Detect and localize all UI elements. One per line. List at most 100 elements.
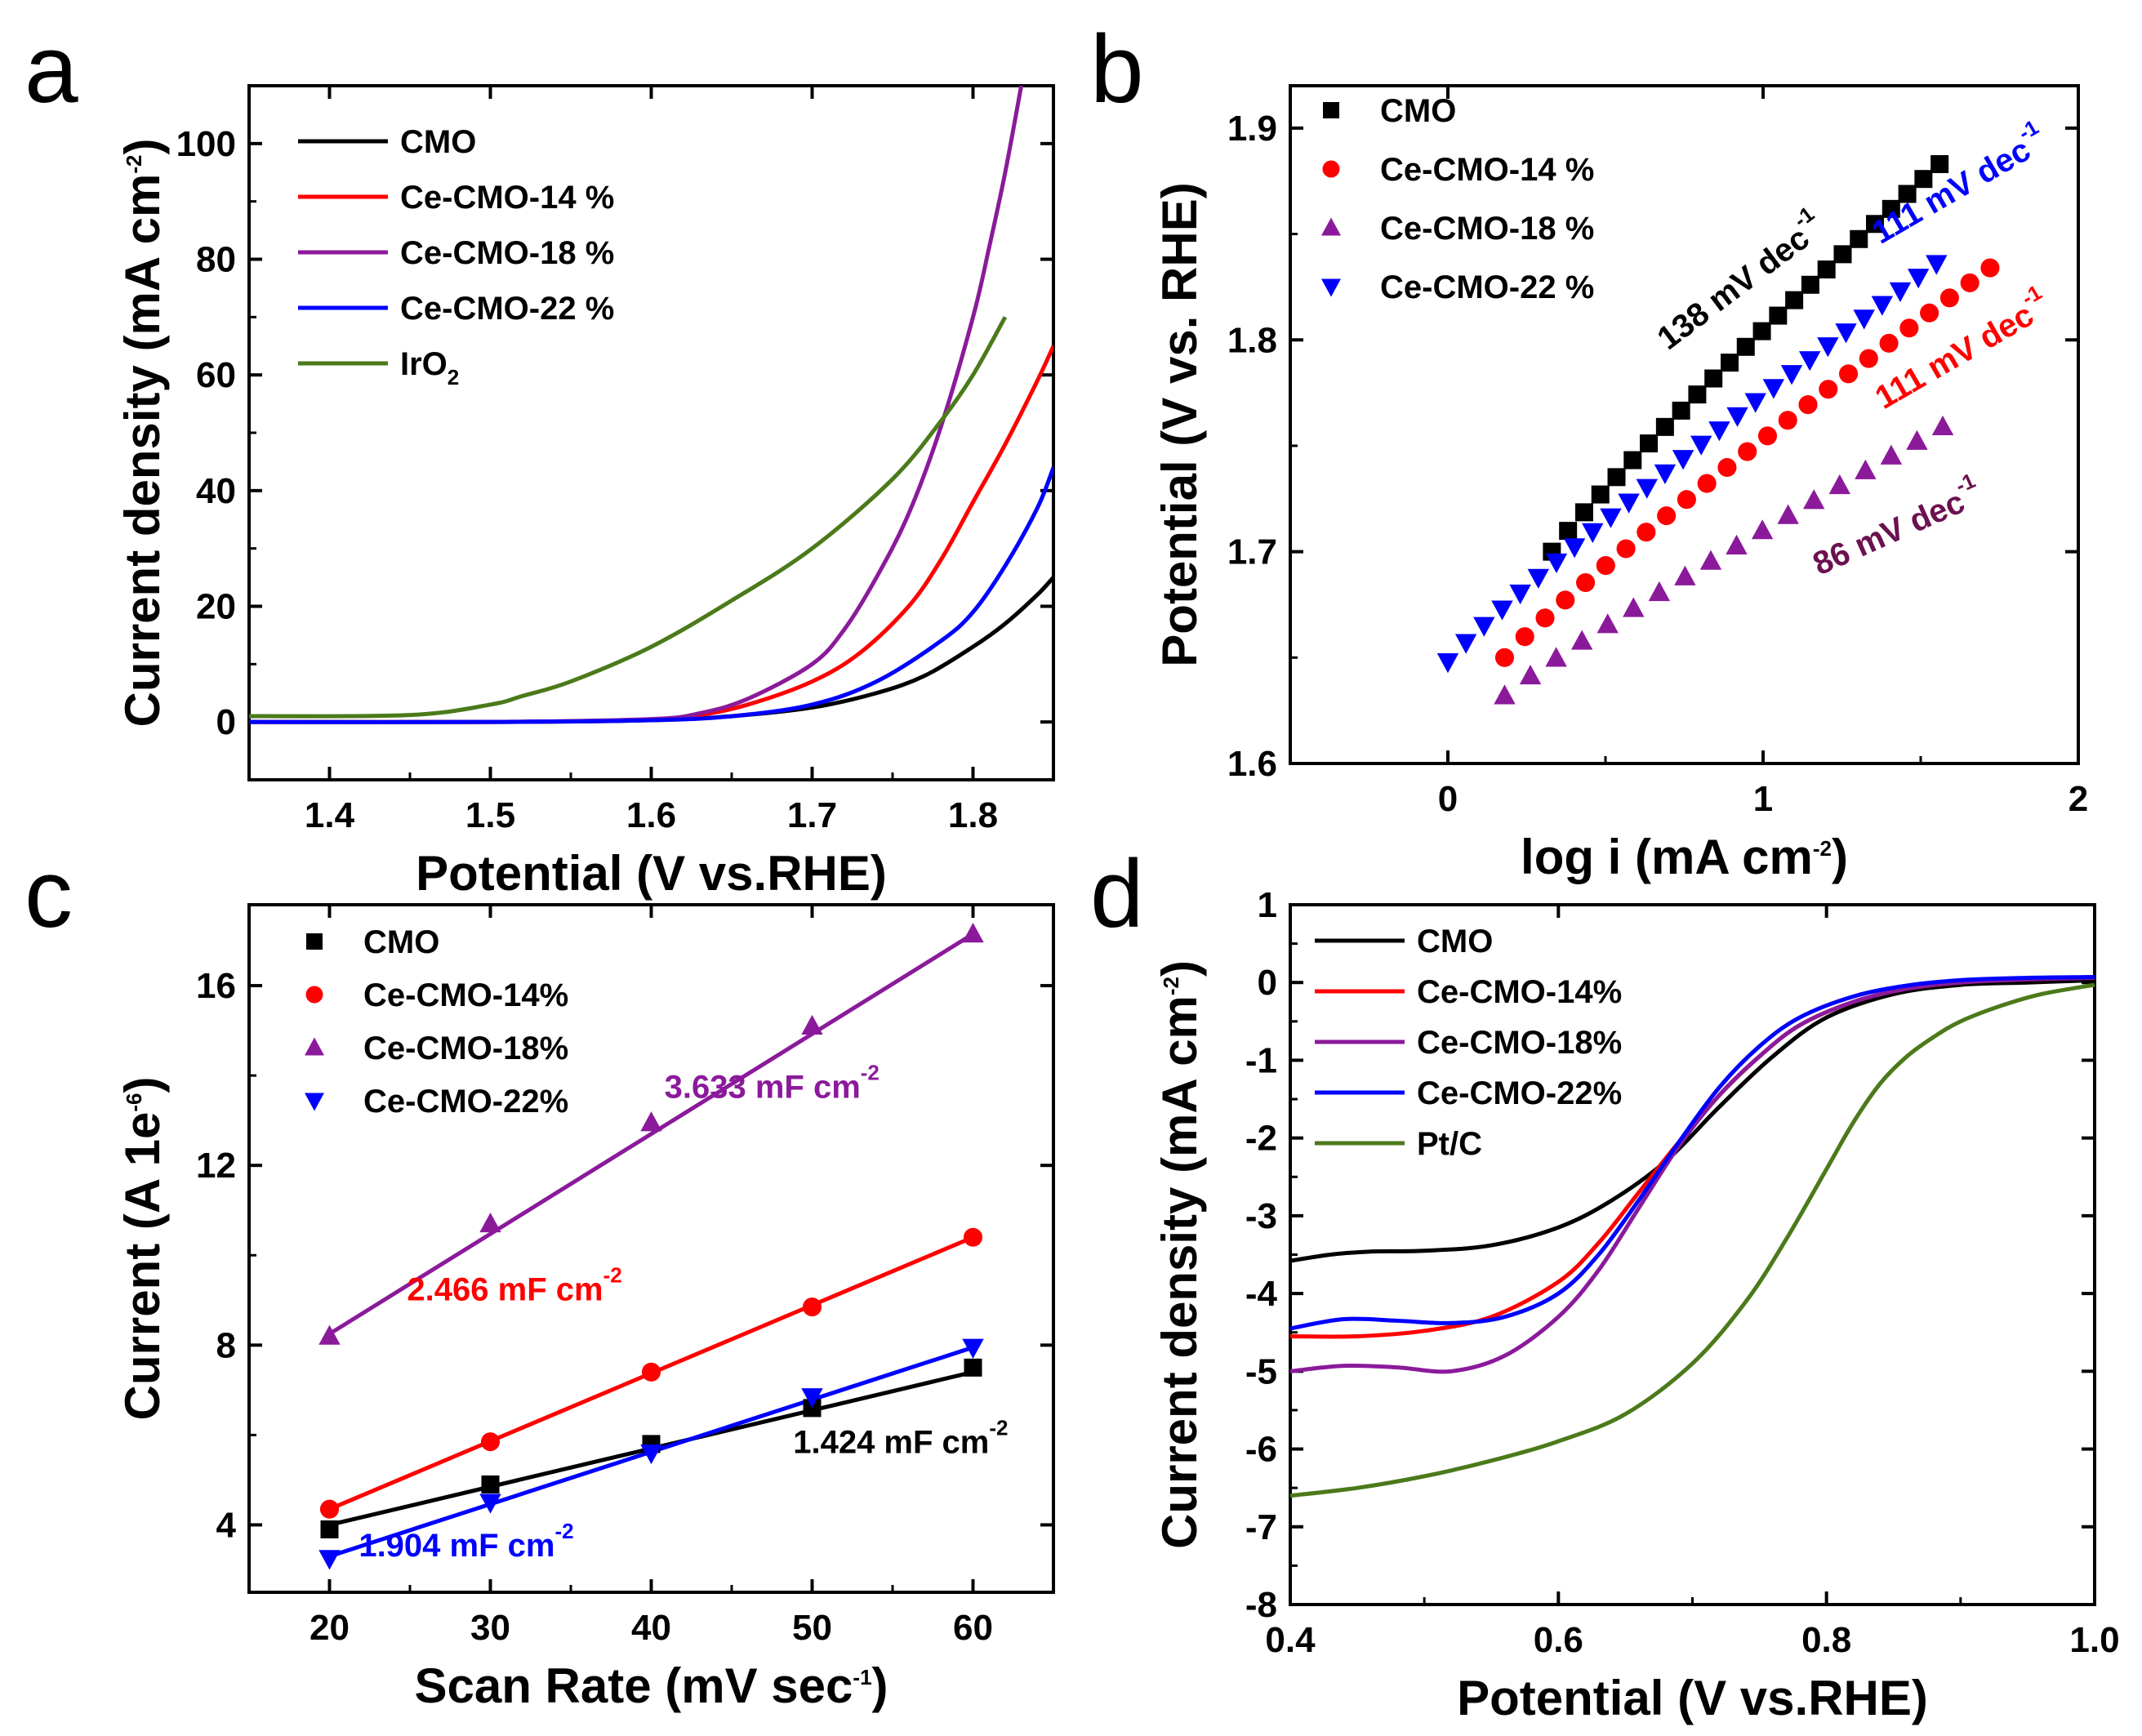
point-CMO <box>1866 215 1885 234</box>
point-Ce-CMO-18 % <box>1545 647 1567 667</box>
point-Ce-CMO-14 % <box>1677 490 1696 510</box>
point-Ce-CMO-22 % <box>1654 464 1677 485</box>
annotation-b: 111 mV dec-1 <box>1862 114 2053 251</box>
y-tick-label-a: 0 <box>216 702 236 742</box>
annotation-b: 86 mV dec-1 <box>1804 468 1987 582</box>
panel-letter-d: d <box>1090 840 1144 948</box>
x-tick-label-d: 0.8 <box>1801 1620 1851 1660</box>
y-tick-label-d-part: -8 <box>1245 1585 1277 1625</box>
point-Ce-CMO-14 % <box>1757 426 1778 446</box>
x-tick-label-c: 40 <box>631 1608 671 1648</box>
annotation-b-part: 86 mV dec <box>1808 484 1971 583</box>
y-axis-title-c-part: -6 <box>122 1093 146 1112</box>
point-Ce-CMO-22 % <box>1780 365 1803 385</box>
point-Ce-CMO-18 % <box>1751 519 1774 540</box>
legend-item-d: CMO <box>1315 924 1493 959</box>
point-Ce-CMO-22 % <box>1582 523 1604 544</box>
panel-letter-b-part: b <box>1090 16 1144 123</box>
legend-item-a: IrO2 <box>298 346 459 389</box>
x-tick-label-d-part: 1.0 <box>2069 1620 2119 1660</box>
point-Ce-CMO-22% <box>801 1388 823 1409</box>
y-tick-label-b-part: 1.7 <box>1227 532 1277 572</box>
annotation-b-part: 111 mV dec <box>1869 297 2040 416</box>
legend-label-part: Pt/C <box>1417 1126 1482 1162</box>
panel-letter-d-part: d <box>1090 840 1144 948</box>
point-Ce-CMO-18 % <box>1570 630 1593 650</box>
point-Ce-CMO-22 % <box>1563 538 1586 559</box>
point-Ce-CMO-14 % <box>1637 523 1656 542</box>
plot-frame-b <box>1289 84 2080 765</box>
x-tick-label-a-part: 1.7 <box>787 795 837 835</box>
x-tick-label-c-part: 40 <box>631 1608 671 1648</box>
point-Ce-CMO-22 % <box>1798 351 1821 372</box>
point-CMO <box>803 1399 822 1418</box>
point-Ce-CMO-18 % <box>1596 613 1619 634</box>
point-CMO <box>1607 468 1626 487</box>
legend-label-part: Ce-CMO-22 % <box>1380 269 1594 305</box>
point-CMO <box>1752 322 1771 341</box>
y-tick-label-c: 12 <box>196 1146 236 1186</box>
point-Ce-CMO-22 % <box>1871 296 1894 316</box>
panel-a: a 1.4 1.5 1.6 1.7 1.8 0 20 40 60 80 100 Potential (V… <box>24 16 1055 901</box>
y-tick-label-b-part: 1.8 <box>1227 320 1277 360</box>
point-Ce-CMO-22 % <box>1690 435 1712 456</box>
annotation-c-part: -2 <box>554 1519 573 1543</box>
legend-label: Ce-CMO-22 % <box>400 291 614 327</box>
legend-label-part: Ce-CMO-22% <box>363 1084 568 1119</box>
legend-label-part: Ce-CMO-18 % <box>400 235 614 271</box>
x-tick-label-a: 1.5 <box>465 795 515 835</box>
point-Ce-CMO-22 % <box>1436 653 1459 674</box>
x-tick-label-d: 0.6 <box>1534 1620 1583 1660</box>
point-Ce-CMO-14 % <box>1738 442 1757 461</box>
point-Ce-CMO-14 % <box>1494 648 1515 667</box>
point-CMO <box>1769 306 1788 325</box>
point-CMO <box>1817 260 1836 279</box>
x-axis-title-a-part: Potential (V vs.RHE) <box>416 846 887 901</box>
point-Ce-CMO-14 % <box>1798 395 1818 415</box>
annotation-c-part: -2 <box>861 1061 880 1085</box>
point-Ce-CMO-22 % <box>1672 450 1694 470</box>
point-Ce-CMO-18 % <box>1726 534 1748 554</box>
y-tick-label-d: -5 <box>1245 1351 1277 1391</box>
legend-label: Ce-CMO-22 % <box>1380 269 1594 305</box>
y-tick-label-b: 1.6 <box>1227 744 1277 784</box>
point-CMO <box>1559 522 1578 541</box>
point-Ce-CMO-22 % <box>1509 584 1531 605</box>
y-tick-label-b-part: 1.9 <box>1227 109 1277 149</box>
panel-d: d 0.4 0.6 0.8 1.0 -8 -7 -6 -5 -4 -3 -2 -1 0 1 Potential… <box>1090 840 2120 1725</box>
point-CMO <box>1914 170 1933 189</box>
point-CMO <box>1720 354 1739 372</box>
legend-label-part: Ce-CMO-18% <box>1417 1025 1622 1061</box>
point-Ce-CMO-14 % <box>1980 258 2000 278</box>
legend-label: Ce-CMO-14% <box>1417 974 1622 1010</box>
y-axis-title-a-part: Current density (mA cm <box>115 174 170 728</box>
x-axis-title-c: Scan Rate (mV sec-1) <box>414 1658 888 1713</box>
series-line-Ce-CMO-22% <box>1290 975 2095 1331</box>
point-Ce-CMO-18 % <box>1803 489 1825 510</box>
point-CMO <box>1688 385 1707 404</box>
point-Ce-CMO-18 % <box>1880 444 1903 465</box>
y-tick-label-d-part: -1 <box>1245 1040 1277 1080</box>
point-Ce-CMO-14 % <box>1859 349 1878 368</box>
point-Ce-CMO-18% <box>640 1111 662 1132</box>
y-tick-label-d-part: -5 <box>1245 1351 1277 1391</box>
legend-item-c: CMO <box>306 924 439 960</box>
legend-label: Ce-CMO-22% <box>363 1084 568 1119</box>
legend-label-part: IrO <box>400 346 448 382</box>
point-CMO <box>1850 229 1868 248</box>
annotation-c-part: 1.904 mF cm <box>358 1528 554 1564</box>
legend-marker <box>1321 217 1341 236</box>
panel-letter-b: b <box>1090 16 1144 123</box>
x-tick-label-c: 50 <box>792 1608 832 1648</box>
x-tick-label-b: 0 <box>1438 779 1458 819</box>
y-axis-title-d-part: Current density (mA cm <box>1152 995 1207 1549</box>
annotation-c-part: -2 <box>603 1262 622 1287</box>
point-Ce-CMO-18 % <box>1519 664 1542 685</box>
legend-label: Ce-CMO-14 % <box>400 180 614 216</box>
point-Ce-CMO-18 % <box>1855 459 1877 479</box>
y-tick-label-d: -4 <box>1245 1274 1278 1314</box>
legend-marker <box>305 1093 324 1111</box>
y-tick-label-c: 4 <box>216 1505 237 1545</box>
panel-letter-c-part: c <box>24 840 73 948</box>
